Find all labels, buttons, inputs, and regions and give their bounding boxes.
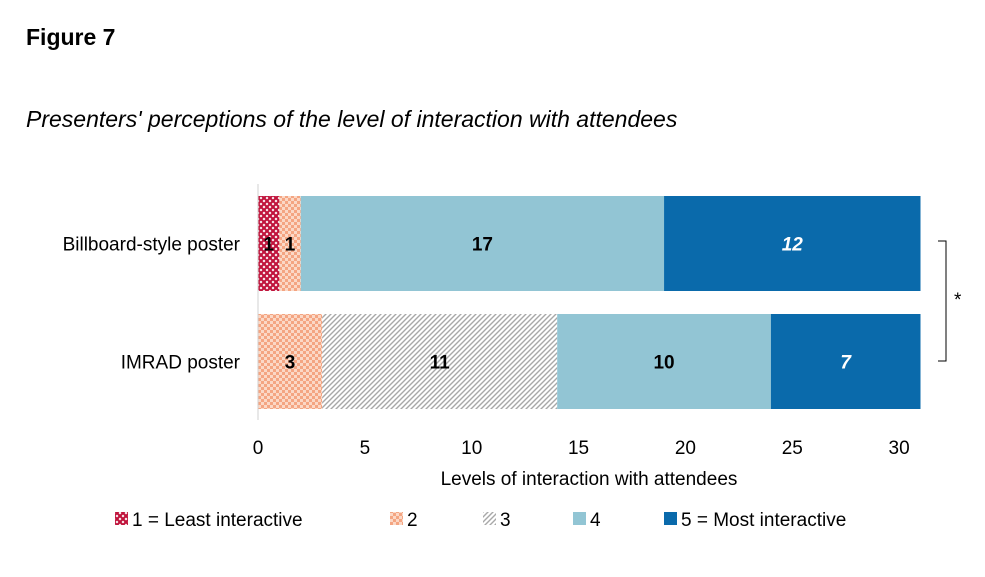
x-tick-label-10: 10 — [461, 438, 482, 459]
legend-label-2: 2 — [407, 510, 418, 531]
data-label-billboard-style-poster-5: 12 — [782, 235, 804, 256]
bar-segment-billboard-style-poster-5 — [664, 196, 921, 291]
data-label-billboard-style-poster-2: 1 — [285, 235, 296, 256]
bar-segment-billboard-style-poster-2 — [279, 196, 301, 291]
data-label-billboard-style-poster-1: 1 — [263, 235, 274, 256]
x-tick-label-0: 0 — [253, 438, 264, 459]
legend-swatch-5 — [664, 512, 677, 525]
significance-annotation: * — [938, 240, 962, 362]
bar-segment-imrad-poster-5 — [770, 314, 921, 409]
legend-swatch-3 — [483, 512, 496, 525]
x-axis-label: Levels of interaction with attendees — [441, 469, 738, 490]
legend-label-3: 3 — [500, 510, 511, 531]
data-label-imrad-poster-2: 3 — [285, 353, 296, 374]
bar-segment-billboard-style-poster-4 — [300, 196, 665, 291]
bar-segment-billboard-style-poster-1 — [258, 196, 280, 291]
legend-swatch-1 — [115, 512, 128, 525]
bar-segment-imrad-poster-4 — [557, 314, 771, 409]
significance-marker: * — [954, 290, 962, 311]
chart-title: Presenters' perceptions of the level of … — [26, 106, 678, 132]
legend-swatch-2 — [390, 512, 403, 525]
bar-segment-imrad-poster-3 — [322, 314, 558, 409]
data-label-imrad-poster-3: 11 — [430, 353, 451, 374]
legend: 1 = Least interactive 2 3 4 5 = Most interac… — [115, 510, 846, 531]
x-tick-label-25: 25 — [782, 438, 803, 459]
legend-label-5: 5 = Most interactive — [681, 510, 846, 531]
category-label-imrad-poster: IMRAD poster — [121, 353, 241, 374]
legend-label-4: 4 — [590, 510, 601, 531]
significance-bracket — [938, 240, 947, 362]
data-label-billboard-style-poster-4: 17 — [472, 235, 493, 256]
x-tick-label-20: 20 — [675, 438, 696, 459]
bar-segment-imrad-poster-2 — [258, 314, 323, 409]
legend-label-1: 1 = Least interactive — [132, 510, 303, 531]
x-tick-label-30: 30 — [889, 438, 910, 459]
category-label-billboard-style-poster: Billboard-style poster — [63, 235, 241, 256]
x-tick-label-15: 15 — [568, 438, 589, 459]
figure-label: Figure 7 — [26, 24, 116, 50]
x-axis: 0 5 10 15 20 25 30 Levels of interaction with a… — [253, 184, 910, 490]
x-tick-label-5: 5 — [360, 438, 371, 459]
data-label-imrad-poster-5: 7 — [840, 353, 852, 374]
legend-swatch-4 — [573, 512, 586, 525]
data-label-imrad-poster-4: 10 — [653, 353, 674, 374]
